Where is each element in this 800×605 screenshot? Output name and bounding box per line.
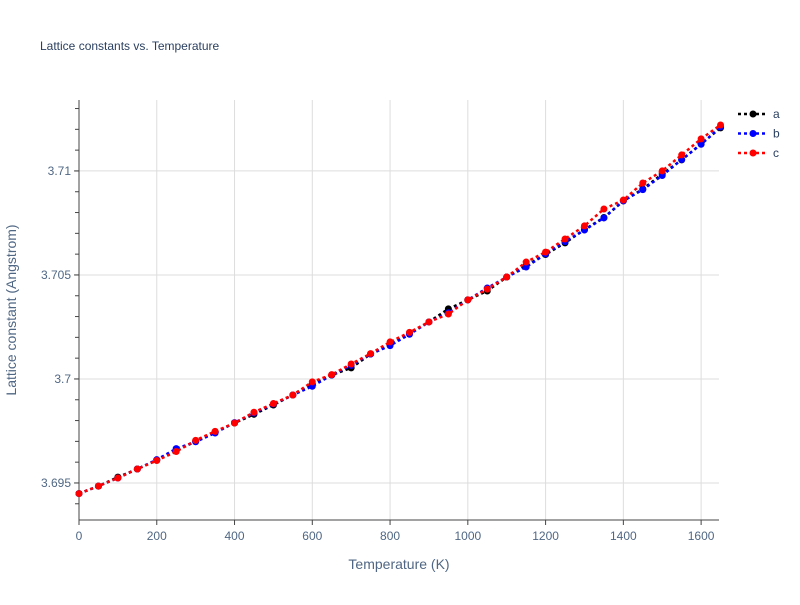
data-point-c [483, 285, 491, 293]
data-point-b [600, 214, 608, 222]
legend-marker-b [749, 130, 757, 137]
data-point-c [542, 248, 550, 256]
y-axis-label: Lattice constant (Angstrom) [3, 224, 19, 395]
data-point-c [639, 179, 647, 187]
x-tick-label: 1200 [532, 529, 559, 543]
data-point-b [522, 263, 530, 271]
data-point-c [211, 427, 219, 435]
y-tick-label: 3.695 [41, 476, 71, 490]
legend-label-b: b [773, 127, 780, 141]
series-line-b [78, 125, 722, 495]
data-point-c [269, 400, 277, 408]
data-point-c [75, 490, 83, 498]
data-point-c [94, 482, 102, 490]
y-tick-label: 3.7 [54, 372, 71, 386]
data-point-c [678, 151, 686, 159]
data-point-c [289, 391, 297, 399]
legend-marker-a [749, 110, 757, 118]
data-point-c [503, 273, 511, 281]
data-point-c [347, 360, 355, 368]
legend-label-a: a [773, 107, 780, 121]
x-tick-label: 0 [76, 529, 83, 543]
series-c [75, 121, 725, 498]
data-point-c [192, 436, 200, 444]
data-point-c [561, 235, 569, 243]
data-point-c [697, 135, 705, 143]
x-axis-label: Temperature (K) [348, 556, 449, 572]
y-tick-label: 3.71 [48, 164, 72, 178]
x-tick-label: 400 [225, 529, 245, 543]
data-point-c [405, 328, 413, 336]
data-point-c [464, 296, 472, 304]
data-point-b [639, 186, 647, 194]
chart-title: Lattice constants vs. Temperature [40, 39, 220, 53]
data-point-c [308, 378, 316, 386]
data-point-c [600, 205, 608, 213]
data-point-c [444, 310, 452, 318]
data-point-c [658, 167, 666, 175]
legend-marker-c [749, 149, 757, 157]
data-point-c [153, 457, 161, 465]
x-tick-label: 200 [147, 529, 167, 543]
data-point-c [133, 465, 141, 473]
data-point-c [172, 448, 180, 456]
series-line-a [78, 126, 722, 495]
data-point-c [250, 408, 258, 416]
data-point-c [522, 258, 530, 266]
data-point-c [425, 318, 433, 326]
legend-label-c: c [773, 146, 779, 160]
data-point-c [367, 350, 375, 358]
x-tick-label: 1000 [454, 529, 481, 543]
data-point-c [580, 222, 588, 230]
x-tick-label: 1400 [610, 529, 637, 543]
series-a [75, 124, 725, 498]
data-point-c [386, 338, 394, 346]
data-point-b [697, 140, 705, 148]
x-tick-label: 800 [380, 529, 400, 543]
x-tick-label: 1600 [688, 529, 715, 543]
data-point-c [328, 371, 336, 379]
series-b [75, 123, 725, 498]
x-tick-label: 600 [302, 529, 322, 543]
data-point-c [619, 196, 627, 204]
data-point-c [114, 474, 122, 482]
data-point-c [231, 419, 239, 427]
series-line-c [78, 123, 722, 495]
y-tick-label: 3.705 [41, 268, 71, 282]
data-point-c [717, 121, 725, 129]
